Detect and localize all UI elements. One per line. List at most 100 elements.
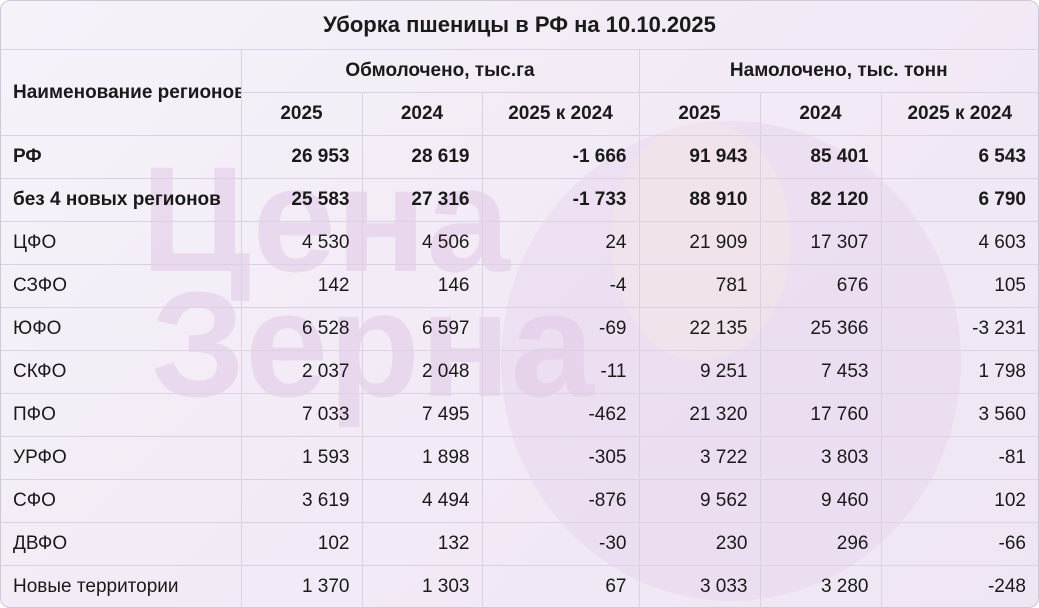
tonnage-diff-cell: 6 790 [880, 178, 1038, 222]
area-2025-cell: 1 593 [240, 436, 363, 480]
tonnage-diff-cell: -66 [880, 522, 1038, 566]
area-2024-cell: 132 [361, 522, 483, 566]
region-name-cell: СФО [1, 479, 242, 523]
area-diff-cell: -69 [481, 307, 640, 351]
region-name-cell: ПФО [1, 393, 242, 437]
table-title: Уборка пшеницы в РФ на 10.10.2025 [1, 1, 1038, 50]
tonnage-2024-cell: 9 460 [759, 479, 882, 523]
area-2025-cell: 7 033 [240, 393, 363, 437]
tonnage-2025-cell: 88 910 [638, 178, 761, 222]
tonnage-diff-cell: -81 [880, 436, 1038, 480]
region-name-cell: УРФО [1, 436, 242, 480]
tonnage-2025-cell: 781 [638, 264, 761, 308]
tonnage-diff-cell: 6 543 [880, 135, 1038, 179]
table-row: УРФО 1 593 1 898 -305 3 722 3 803 -81 [1, 436, 1038, 480]
tonnage-2024-cell: 17 760 [759, 393, 882, 437]
region-name-cell: без 4 новых регионов [1, 178, 242, 222]
table-row: СФО 3 619 4 494 -876 9 562 9 460 102 [1, 479, 1038, 523]
tonnage-diff-cell: -3 231 [880, 307, 1038, 351]
area-2024-header: 2024 [361, 92, 483, 136]
tonnage-2025-cell: 21 320 [638, 393, 761, 437]
tonnage-diff-cell: 3 560 [880, 393, 1038, 437]
area-diff-header: 2025 к 2024 [481, 92, 640, 136]
tonnage-2025-cell: 91 943 [638, 135, 761, 179]
table-row: РФ 26 953 28 619 -1 666 91 943 85 401 6 543 [1, 135, 1038, 179]
region-name-cell: Новые территории [1, 565, 242, 607]
area-diff-cell: -4 [481, 264, 640, 308]
table-row: ДВФО 102 132 -30 230 296 -66 [1, 522, 1038, 566]
table-row: СКФО 2 037 2 048 -11 9 251 7 453 1 798 [1, 350, 1038, 394]
area-2025-cell: 142 [240, 264, 363, 308]
area-2025-header: 2025 [241, 92, 363, 136]
area-diff-cell: -462 [481, 393, 640, 437]
area-2024-cell: 28 619 [361, 135, 483, 179]
table-row: Новые территории 1 370 1 303 67 3 033 3 280 -2… [1, 565, 1038, 607]
table-row: ПФО 7 033 7 495 -462 21 320 17 760 3 560 [1, 393, 1038, 437]
area-2024-cell: 4 494 [361, 479, 483, 523]
tonnage-2024-header: 2024 [759, 92, 882, 136]
tonnage-2025-cell: 22 135 [638, 307, 761, 351]
area-2024-cell: 27 316 [361, 178, 483, 222]
tonnage-2024-cell: 25 366 [759, 307, 882, 351]
tonnage-2025-cell: 3 722 [638, 436, 761, 480]
tonnage-diff-cell: 105 [880, 264, 1038, 308]
area-2024-cell: 7 495 [361, 393, 483, 437]
harvested-tonnage-group-header: Намолочено, тыс. тонн [638, 49, 1038, 93]
region-name-cell: СКФО [1, 350, 242, 394]
tonnage-2024-cell: 3 280 [759, 565, 882, 607]
area-diff-cell: -11 [481, 350, 640, 394]
area-diff-cell: -876 [481, 479, 640, 523]
tonnage-2024-cell: 17 307 [759, 221, 882, 265]
area-diff-cell: -1 666 [481, 135, 640, 179]
tonnage-2025-cell: 9 562 [638, 479, 761, 523]
tonnage-2024-cell: 3 803 [759, 436, 882, 480]
table-row: ЮФО 6 528 6 597 -69 22 135 25 366 -3 231 [1, 307, 1038, 351]
area-2025-cell: 6 528 [240, 307, 363, 351]
area-2024-cell: 4 506 [361, 221, 483, 265]
table-row: без 4 новых регионов 25 583 27 316 -1 733 88… [1, 178, 1038, 222]
region-name-cell: ЦФО [1, 221, 242, 265]
tonnage-2024-cell: 85 401 [759, 135, 882, 179]
area-2025-cell: 102 [240, 522, 363, 566]
area-2024-cell: 1 303 [361, 565, 483, 607]
area-2025-cell: 1 370 [240, 565, 363, 607]
region-column-header: Наименование регионов [1, 49, 242, 136]
tonnage-2024-cell: 7 453 [759, 350, 882, 394]
area-diff-cell: 24 [481, 221, 640, 265]
tonnage-2025-cell: 21 909 [638, 221, 761, 265]
table-row: ЦФО 4 530 4 506 24 21 909 17 307 4 603 [1, 221, 1038, 265]
tonnage-2024-cell: 296 [759, 522, 882, 566]
area-2024-cell: 1 898 [361, 436, 483, 480]
threshed-area-group-header: Обмолочено, тыс.га [240, 49, 640, 93]
area-2024-cell: 146 [361, 264, 483, 308]
table-row: СЗФО 142 146 -4 781 676 105 [1, 264, 1038, 308]
area-diff-cell: -30 [481, 522, 640, 566]
area-diff-cell: 67 [481, 565, 640, 607]
region-name-cell: ДВФО [1, 522, 242, 566]
tonnage-2025-cell: 3 033 [638, 565, 761, 607]
tonnage-diff-cell: -248 [880, 565, 1038, 607]
area-diff-cell: -305 [481, 436, 640, 480]
area-2025-cell: 3 619 [240, 479, 363, 523]
area-2024-cell: 6 597 [361, 307, 483, 351]
area-2025-cell: 26 953 [240, 135, 363, 179]
area-2025-cell: 25 583 [240, 178, 363, 222]
tonnage-diff-cell: 1 798 [880, 350, 1038, 394]
region-name-cell: ЮФО [1, 307, 242, 351]
area-2024-cell: 2 048 [361, 350, 483, 394]
tonnage-2024-cell: 676 [759, 264, 882, 308]
tonnage-2025-header: 2025 [638, 92, 761, 136]
area-2025-cell: 2 037 [240, 350, 363, 394]
tonnage-2024-cell: 82 120 [759, 178, 882, 222]
tonnage-2025-cell: 9 251 [638, 350, 761, 394]
region-name-cell: РФ [1, 135, 242, 179]
tonnage-diff-cell: 102 [880, 479, 1038, 523]
tonnage-diff-header: 2025 к 2024 [880, 92, 1038, 136]
region-name-cell: СЗФО [1, 264, 242, 308]
area-2025-cell: 4 530 [240, 221, 363, 265]
area-diff-cell: -1 733 [481, 178, 640, 222]
tonnage-diff-cell: 4 603 [880, 221, 1038, 265]
tonnage-2025-cell: 230 [638, 522, 761, 566]
